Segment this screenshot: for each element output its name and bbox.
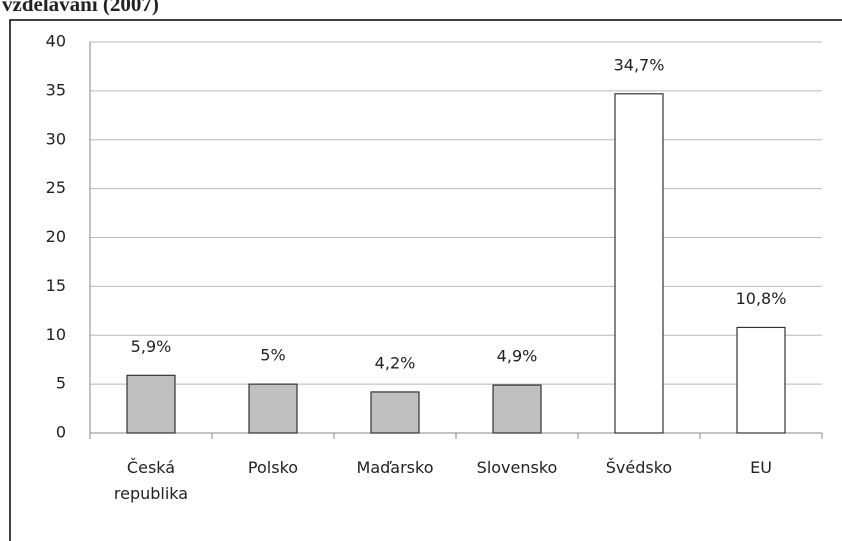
chart-frame [9, 19, 842, 541]
data-label: 5% [260, 346, 285, 365]
bar [614, 93, 664, 434]
y-tick-label: 20 [46, 227, 66, 246]
bar [370, 391, 420, 434]
y-tick-label: 40 [46, 32, 66, 51]
x-tick-label: Polsko [247, 458, 299, 477]
chart-title: vzdělávání (2007) [2, 0, 159, 16]
bar [736, 326, 786, 434]
y-tick-label: 25 [46, 178, 66, 197]
y-tick-label: 15 [46, 276, 66, 295]
y-tick-label: 10 [46, 325, 66, 344]
y-tick-label: 35 [46, 80, 66, 99]
data-label: 5,9% [131, 337, 172, 356]
x-tick-label: Slovensko [476, 458, 558, 477]
data-label: 34,7% [614, 55, 665, 74]
bar [248, 383, 298, 434]
y-tick-label: 0 [56, 423, 66, 442]
data-label: 10,8% [736, 289, 787, 308]
data-label: 4,2% [375, 353, 416, 372]
x-tick-label: Česká republika [113, 458, 189, 503]
x-tick-label: Švédsko [605, 458, 673, 477]
y-tick-label: 30 [46, 129, 66, 148]
x-tick-label: EU [750, 458, 772, 477]
y-tick-label: 5 [56, 374, 66, 393]
bar [126, 374, 176, 434]
x-tick-label: Maďarsko [356, 458, 434, 477]
data-label: 4,9% [497, 347, 538, 366]
bar [492, 384, 542, 434]
